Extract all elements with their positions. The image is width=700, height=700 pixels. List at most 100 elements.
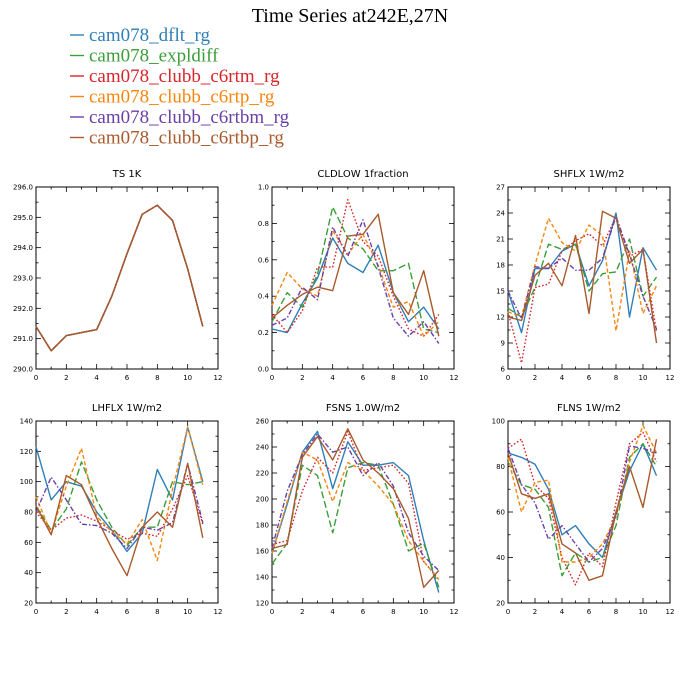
series-line-5 bbox=[507, 210, 658, 344]
y-tick-label: 24 bbox=[496, 210, 505, 218]
legend-entry-4: cam078_clubb_c6rtbm_rg bbox=[89, 107, 290, 128]
panel-title: CLDLOW 1fraction bbox=[317, 169, 408, 180]
x-tick-label: 0 bbox=[270, 608, 274, 616]
y-tick-label: 0.2 bbox=[258, 329, 269, 337]
x-tick-label: 0 bbox=[34, 608, 38, 616]
series-line-4 bbox=[507, 445, 657, 563]
x-tick-label: 4 bbox=[94, 374, 99, 382]
series-line-5 bbox=[35, 462, 204, 577]
x-tick-label: 8 bbox=[155, 608, 159, 616]
y-tick-label: 20 bbox=[496, 600, 505, 608]
y-tick-label: 6 bbox=[501, 366, 506, 374]
x-tick-label: 2 bbox=[64, 374, 68, 382]
x-tick-label: 8 bbox=[391, 374, 395, 382]
y-tick-label: 295.0 bbox=[13, 214, 33, 222]
y-tick-label: 296.0 bbox=[13, 184, 33, 192]
series-line-2 bbox=[271, 430, 440, 581]
y-tick-label: 0.4 bbox=[258, 293, 270, 301]
y-tick-label: 160 bbox=[256, 548, 269, 556]
x-tick-label: 0 bbox=[270, 374, 274, 382]
panel-title: FLNS 1W/m2 bbox=[557, 403, 621, 414]
x-tick-label: 10 bbox=[639, 374, 648, 382]
y-tick-label: 120 bbox=[256, 600, 269, 608]
y-tick-label: 0.8 bbox=[258, 220, 269, 228]
legend-entry-0: cam078_dflt_rg bbox=[89, 25, 211, 46]
x-tick-label: 2 bbox=[64, 608, 68, 616]
series-line-2 bbox=[35, 474, 204, 540]
x-tick-label: 2 bbox=[533, 374, 537, 382]
series-line-1 bbox=[35, 461, 203, 547]
series-line-3 bbox=[271, 451, 440, 581]
x-tick-label: 10 bbox=[419, 374, 428, 382]
y-tick-label: 20 bbox=[24, 600, 33, 608]
y-tick-label: 9 bbox=[501, 340, 505, 348]
panel-title: LHFLX 1W/m2 bbox=[92, 403, 162, 414]
y-tick-label: 80 bbox=[24, 509, 33, 517]
y-tick-label: 140 bbox=[256, 574, 269, 582]
x-tick-label: 12 bbox=[450, 374, 459, 382]
y-tick-label: 220 bbox=[256, 470, 269, 478]
series-line-3 bbox=[271, 229, 440, 337]
series-line-1 bbox=[271, 461, 440, 588]
y-tick-label: 240 bbox=[256, 444, 269, 452]
series-line-5 bbox=[271, 428, 440, 589]
y-tick-label: 80 bbox=[496, 463, 505, 471]
y-tick-label: 290.0 bbox=[13, 366, 33, 374]
y-tick-label: 293.0 bbox=[13, 275, 33, 283]
x-tick-label: 8 bbox=[391, 608, 395, 616]
series-line-2 bbox=[507, 431, 658, 586]
y-tick-label: 1.0 bbox=[258, 184, 269, 192]
y-tick-label: 15 bbox=[496, 288, 505, 296]
y-tick-label: 294.0 bbox=[13, 244, 33, 252]
legend-entry-3: cam078_clubb_c6rtp_rg bbox=[89, 87, 275, 108]
x-tick-label: 6 bbox=[125, 608, 130, 616]
panel-4: FSNS 1.0W/m2 0 2 4 6 8 10 12 120 140 160 180 200 220 2… bbox=[256, 403, 459, 616]
series-line-4 bbox=[35, 462, 204, 550]
y-tick-label: 180 bbox=[256, 522, 269, 530]
plot-frame bbox=[507, 420, 671, 604]
y-tick-label: 27 bbox=[496, 184, 505, 192]
x-tick-label: 6 bbox=[125, 374, 130, 382]
x-tick-label: 4 bbox=[560, 374, 565, 382]
x-tick-label: 6 bbox=[361, 374, 366, 382]
series-line-0 bbox=[35, 426, 204, 553]
y-tick-label: 140 bbox=[20, 418, 33, 426]
series-line-3 bbox=[507, 424, 658, 563]
x-tick-label: 6 bbox=[587, 608, 592, 616]
x-tick-label: 4 bbox=[94, 608, 99, 616]
series-line-2 bbox=[35, 204, 204, 352]
series-line-1 bbox=[507, 443, 658, 577]
y-tick-label: 21 bbox=[496, 236, 505, 244]
x-tick-label: 2 bbox=[300, 374, 304, 382]
y-tick-label: 260 bbox=[256, 418, 269, 426]
legend-entry-2: cam078_clubb_c6rtm_rg bbox=[89, 66, 280, 87]
x-tick-label: 0 bbox=[506, 374, 510, 382]
series-line-3 bbox=[35, 204, 204, 352]
x-tick-label: 8 bbox=[155, 374, 159, 382]
y-tick-label: 0.0 bbox=[258, 366, 269, 374]
series-line-0 bbox=[507, 443, 658, 559]
x-tick-label: 12 bbox=[666, 608, 675, 616]
panel-title: SHFLX 1W/m2 bbox=[554, 169, 625, 180]
series-line-5 bbox=[35, 204, 204, 352]
y-tick-label: 100 bbox=[20, 478, 33, 486]
y-tick-label: 40 bbox=[496, 554, 505, 562]
panels: TS 1K0 2 4 6 8 10 12290.0291.0292.0293.0294.02… bbox=[13, 169, 675, 616]
legend: cam078_dflt_rgcam078_expldiffcam078_club… bbox=[70, 25, 290, 149]
y-tick-label: 292.0 bbox=[13, 305, 33, 313]
x-tick-label: 0 bbox=[506, 608, 510, 616]
plot-frame bbox=[271, 420, 455, 604]
x-tick-label: 12 bbox=[214, 374, 223, 382]
series-line-5 bbox=[271, 213, 440, 337]
x-tick-label: 4 bbox=[330, 374, 335, 382]
series-line-2 bbox=[507, 215, 658, 364]
x-tick-label: 6 bbox=[361, 608, 366, 616]
series-line-3 bbox=[35, 426, 204, 562]
x-tick-label: 10 bbox=[639, 608, 648, 616]
panel-5: FLNS 1W/m2 0 2 4 6 8 10 12 20 40 60 80 100 bbox=[492, 403, 675, 616]
x-tick-label: 4 bbox=[330, 608, 335, 616]
y-tick-label: 200 bbox=[256, 496, 269, 504]
x-tick-label: 6 bbox=[587, 374, 592, 382]
